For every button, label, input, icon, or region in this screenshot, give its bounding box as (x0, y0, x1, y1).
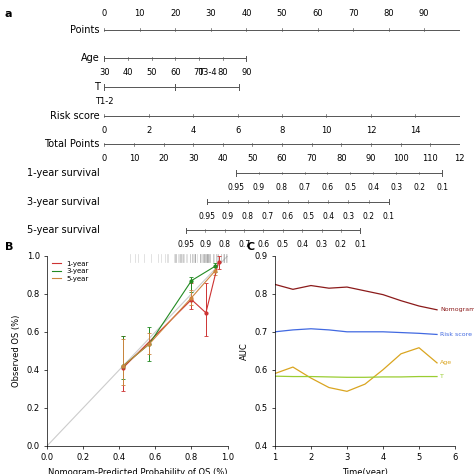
Text: Points: Points (70, 25, 100, 35)
Text: T1-2: T1-2 (95, 97, 114, 106)
Text: 0.7: 0.7 (262, 212, 274, 221)
Text: B: B (5, 242, 13, 252)
Text: 0.6: 0.6 (257, 240, 270, 249)
Text: 0.95: 0.95 (228, 183, 244, 192)
Text: 8: 8 (279, 126, 285, 135)
Text: 0.5: 0.5 (302, 212, 314, 221)
Text: 30: 30 (99, 68, 109, 77)
X-axis label: Nomogram-Predicted Probability of OS (%): Nomogram-Predicted Probability of OS (%) (48, 468, 227, 474)
Text: 0: 0 (101, 9, 107, 18)
Text: 50: 50 (277, 9, 287, 18)
Text: Total Points: Total Points (44, 139, 100, 149)
Text: 0.1: 0.1 (383, 212, 395, 221)
Text: 0.5: 0.5 (344, 183, 356, 192)
Text: 0.6: 0.6 (282, 212, 294, 221)
Text: 0.4: 0.4 (296, 240, 308, 249)
Text: 0.8: 0.8 (242, 212, 254, 221)
Text: 50: 50 (146, 68, 157, 77)
X-axis label: Time(year): Time(year) (342, 468, 388, 474)
Text: 10: 10 (135, 9, 145, 18)
Text: 0.95: 0.95 (178, 240, 194, 249)
Text: 0.9: 0.9 (221, 212, 234, 221)
Text: 0.5: 0.5 (277, 240, 289, 249)
Text: 90: 90 (365, 155, 376, 164)
Text: 10: 10 (128, 155, 139, 164)
Text: 0.2: 0.2 (363, 212, 374, 221)
Text: 0.3: 0.3 (390, 183, 402, 192)
Text: 20: 20 (170, 9, 181, 18)
Legend: 1-year, 3-year, 5-year: 1-year, 3-year, 5-year (51, 259, 90, 283)
Text: 0.9: 0.9 (200, 240, 211, 249)
Text: 70: 70 (348, 9, 358, 18)
Text: 90: 90 (419, 9, 429, 18)
Text: 40: 40 (241, 9, 252, 18)
Text: 40: 40 (218, 155, 228, 164)
Text: 6: 6 (235, 126, 240, 135)
Text: 12: 12 (365, 126, 376, 135)
Text: 0.2: 0.2 (335, 240, 347, 249)
Text: 0.4: 0.4 (367, 183, 379, 192)
Text: 3-year survival: 3-year survival (27, 197, 100, 207)
Text: 100: 100 (392, 155, 409, 164)
Text: 0: 0 (101, 126, 107, 135)
Text: 90: 90 (241, 68, 252, 77)
Text: T: T (440, 374, 444, 379)
Text: 10: 10 (321, 126, 332, 135)
Text: Risk score: Risk score (50, 111, 100, 121)
Text: 0.7: 0.7 (238, 240, 250, 249)
Text: 80: 80 (218, 68, 228, 77)
Text: 1-year survival: 1-year survival (27, 168, 100, 178)
Y-axis label: AUC: AUC (239, 342, 248, 360)
Text: 80: 80 (383, 9, 394, 18)
Text: 60: 60 (170, 68, 181, 77)
Text: 0.1: 0.1 (354, 240, 366, 249)
Text: 110: 110 (422, 155, 438, 164)
Text: 5-year survival: 5-year survival (27, 225, 100, 235)
Text: 80: 80 (336, 155, 346, 164)
Text: 0.8: 0.8 (219, 240, 231, 249)
Text: 40: 40 (123, 68, 133, 77)
Text: 14: 14 (410, 126, 420, 135)
Text: 30: 30 (206, 9, 216, 18)
Text: 70: 70 (306, 155, 317, 164)
Text: 12: 12 (455, 155, 465, 164)
Text: 0.3: 0.3 (316, 240, 328, 249)
Text: T: T (94, 82, 100, 92)
Text: Risk score: Risk score (440, 332, 472, 337)
Text: 0.8: 0.8 (276, 183, 288, 192)
Text: 0.7: 0.7 (299, 183, 310, 192)
Text: 0.95: 0.95 (199, 212, 216, 221)
Text: 50: 50 (247, 155, 258, 164)
Text: 20: 20 (158, 155, 169, 164)
Text: 0.4: 0.4 (322, 212, 334, 221)
Text: 30: 30 (188, 155, 199, 164)
Text: 70: 70 (194, 68, 204, 77)
Text: 2: 2 (146, 126, 151, 135)
Text: 0: 0 (101, 155, 107, 164)
Text: Age: Age (440, 360, 452, 365)
Text: Age: Age (81, 54, 100, 64)
Text: 60: 60 (277, 155, 287, 164)
Text: T3-4: T3-4 (198, 68, 217, 77)
Text: 0.3: 0.3 (342, 212, 355, 221)
Text: a: a (5, 9, 12, 19)
Text: 0.6: 0.6 (321, 183, 334, 192)
Text: C: C (246, 242, 255, 252)
Text: 60: 60 (312, 9, 323, 18)
Text: Nomogram: Nomogram (440, 307, 474, 312)
Y-axis label: Observed OS (%): Observed OS (%) (12, 315, 21, 387)
Text: 0.1: 0.1 (436, 183, 448, 192)
Text: 4: 4 (191, 126, 196, 135)
Text: 0.9: 0.9 (253, 183, 265, 192)
Text: 0.2: 0.2 (413, 183, 425, 192)
